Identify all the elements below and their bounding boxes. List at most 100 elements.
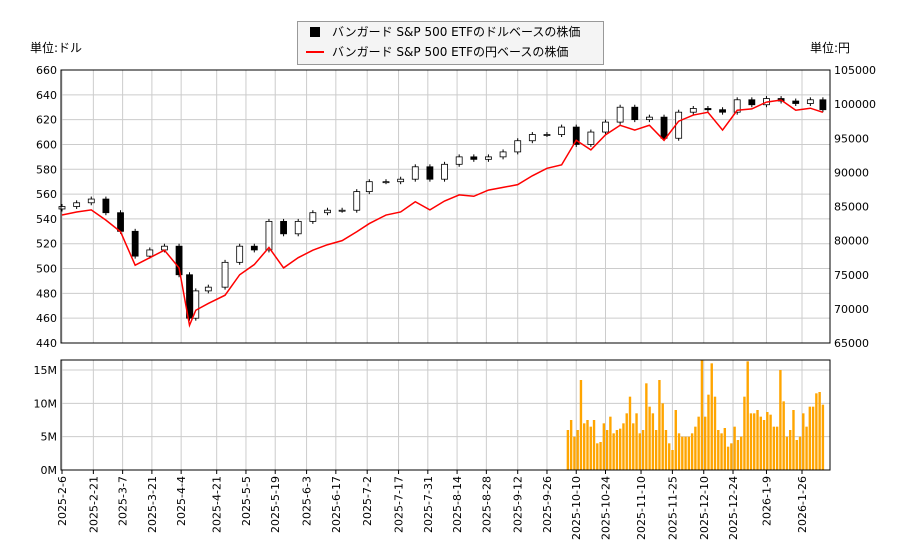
y-left-tick-label: 600: [36, 138, 57, 151]
candle-body: [309, 212, 317, 222]
y-left-tick-label: 520: [36, 238, 57, 251]
volume-y-tick-label: 10M: [34, 397, 58, 410]
volume-bar: [690, 433, 694, 470]
volume-y-tick-label: 15M: [34, 364, 58, 377]
volume-y-tick-label: 5M: [41, 431, 58, 444]
candle-body: [102, 198, 110, 214]
x-tick-label: 2025-5-19: [269, 476, 282, 533]
volume-bar: [756, 410, 759, 470]
candle-body: [587, 131, 595, 145]
volume-bar: [720, 433, 723, 470]
candle-body: [792, 100, 800, 104]
volume-bar: [795, 440, 798, 470]
x-tick-label: 2025-12-24: [727, 476, 740, 540]
volume-bar: [808, 406, 812, 470]
volume-bar: [681, 436, 684, 470]
x-tick-label: 2025-7-17: [393, 476, 406, 533]
volume-bar: [635, 413, 638, 470]
volume-bar: [622, 423, 625, 470]
volume-bar: [638, 433, 642, 470]
volume-bar: [766, 412, 769, 470]
black-square-icon: [310, 27, 320, 37]
volume-bar: [818, 392, 821, 470]
x-tick-label: 2026-1-9: [760, 476, 773, 526]
x-tick-label: 2025-7-31: [422, 476, 435, 533]
volume-bar: [723, 428, 727, 470]
volume-bar: [726, 446, 730, 470]
volume-bar: [769, 414, 772, 470]
candle-body: [675, 111, 683, 139]
y-left-tick-label: 540: [36, 213, 57, 226]
volume-bar: [733, 426, 736, 470]
volume-bar: [589, 426, 592, 470]
x-tick-label: 2025-2-6: [56, 476, 69, 526]
volume-bar: [566, 430, 570, 470]
y-right-tick-label: 70000: [834, 303, 869, 316]
volume-bar: [821, 404, 825, 470]
candle-body: [353, 191, 361, 211]
volume-bar: [573, 436, 576, 470]
candle-body: [175, 245, 183, 276]
volume-bar: [576, 430, 579, 470]
volume-bar: [592, 420, 596, 470]
candle-body: [616, 106, 624, 123]
volume-bar: [641, 430, 645, 470]
legend-item-jpy: バンガード S&P 500 ETFの円ベースの株価: [298, 42, 603, 62]
volume-bar: [759, 416, 762, 470]
volume-bar: [802, 413, 805, 470]
volume-bar: [789, 430, 792, 470]
y-right-tick-label: 95000: [834, 132, 869, 145]
red-line-icon: [306, 51, 324, 53]
volume-bar: [661, 403, 664, 470]
x-tick-label: 2025-3-21: [146, 476, 159, 533]
candle-body: [146, 249, 154, 257]
volume-bar: [753, 413, 756, 470]
x-tick-label: 2025-7-2: [361, 476, 374, 526]
volume-frame: [60, 359, 831, 471]
candle-body: [719, 109, 726, 113]
candle-body: [543, 134, 551, 136]
volume-bar: [612, 433, 615, 470]
volume-y-tick-label: 0M: [41, 464, 58, 477]
x-tick-label: 2025-4-4: [175, 476, 188, 526]
candle-body: [382, 181, 390, 184]
volume-bar: [746, 361, 749, 470]
candle-body: [689, 108, 697, 113]
volume-bar: [658, 380, 661, 470]
plot-area: [61, 70, 830, 343]
right-axis-unit: 単位:円: [810, 41, 851, 55]
volume-bar: [674, 410, 677, 470]
candle-body: [236, 245, 244, 263]
candle-body: [572, 126, 580, 145]
legend-item-usd: バンガード S&P 500 ETFのドルベースの株価: [298, 22, 603, 42]
volume-bar: [772, 426, 776, 470]
plot-frame: [60, 69, 831, 344]
volume-bar: [749, 413, 753, 470]
volume-bar: [779, 370, 782, 470]
volume-bar: [651, 413, 655, 470]
y-left-tick-label: 620: [36, 114, 57, 127]
candle-body: [455, 156, 463, 165]
x-tick-label: 2026-1-26: [796, 476, 809, 533]
volume-bar: [710, 363, 713, 470]
x-tick-label: 2025-6-17: [330, 476, 343, 533]
legend: バンガード S&P 500 ETFのドルベースの株価 バンガード S&P 500…: [297, 21, 604, 65]
candle-body: [411, 166, 419, 180]
x-tick-label: 2025-10-24: [600, 476, 613, 540]
candle-body: [514, 140, 522, 153]
x-tick-label: 2025-3-7: [117, 476, 130, 526]
y-left-tick-label: 440: [36, 337, 57, 350]
volume-bar: [615, 430, 619, 470]
volume-bar: [743, 396, 746, 470]
candle-body: [365, 181, 373, 193]
x-tick-label: 2025-9-26: [541, 476, 554, 533]
volume-bar: [579, 380, 583, 470]
candle-body: [87, 198, 95, 204]
x-tick-label: 2025-8-14: [451, 476, 464, 533]
candle-body: [470, 156, 478, 160]
candle-body: [704, 108, 712, 111]
volume-bar: [713, 396, 717, 470]
candle-body: [528, 134, 536, 142]
y-right-tick-label: 100000: [834, 98, 876, 111]
